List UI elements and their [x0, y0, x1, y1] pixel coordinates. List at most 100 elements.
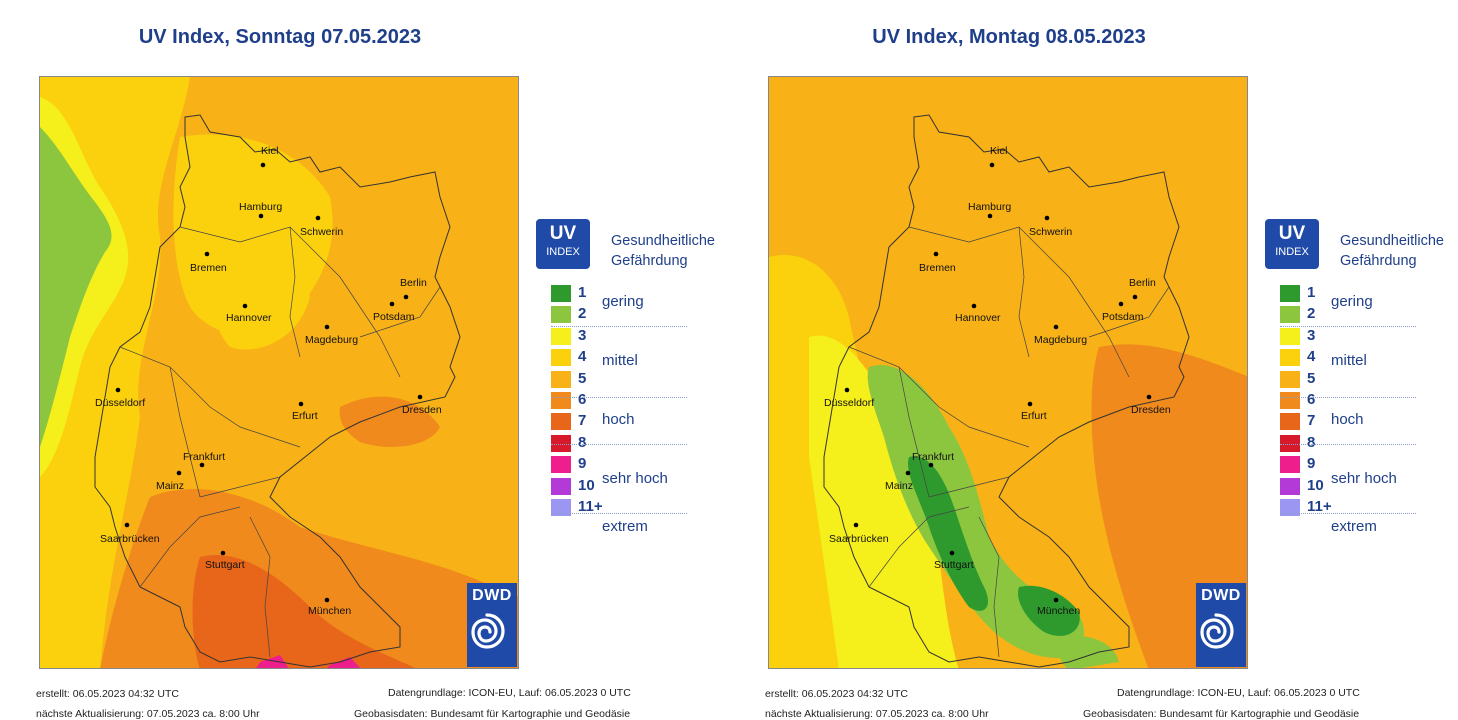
city-label-saarbruecken: Saarbrücken — [829, 533, 889, 545]
legend-swatch — [551, 349, 571, 367]
legend-level-4: 4 — [551, 347, 691, 368]
city-label-dresden: Dresden — [402, 404, 442, 416]
legend-level-1: 1 — [551, 283, 691, 304]
footer-created: erstellt: 06.05.2023 04:32 UTC — [36, 688, 180, 700]
city-label-saarbruecken: Saarbrücken — [100, 533, 160, 545]
legend-level-number: 10 — [1307, 476, 1324, 494]
legend-title-line2: Gefährdung — [1340, 253, 1417, 269]
city-label-schwerin: Schwerin — [300, 226, 343, 238]
city-label-magdeburg: Magdeburg — [305, 334, 358, 346]
legend-level-8: 8 — [551, 433, 691, 454]
city-label-frankfurt: Frankfurt — [912, 451, 954, 463]
legend-level-number: 9 — [1307, 455, 1316, 473]
legend-level-1: 1 — [1280, 283, 1420, 304]
legend-level-6: 6 — [1280, 390, 1420, 411]
legend-level-3: 3 — [1280, 326, 1420, 347]
legend-level-number: 8 — [1307, 433, 1316, 451]
city-label-dresden: Dresden — [1131, 404, 1171, 416]
footer-geo-basis: Geobasisdaten: Bundesamt für Kartographi… — [1083, 708, 1360, 720]
legend-level-3: 3 — [551, 326, 691, 347]
legend-swatch — [1280, 349, 1300, 367]
legend-title: Gesundheitliche Gefährdung — [611, 231, 741, 271]
legend-level-6: 6 — [551, 390, 691, 411]
legend-level-9: 9 — [1280, 454, 1420, 475]
footer-data-basis: Datengrundlage: ICON-EU, Lauf: 06.05.202… — [388, 687, 631, 699]
legend-swatch — [1280, 306, 1300, 324]
legend-level-number: 5 — [578, 369, 587, 387]
category-sehr-hoch: sehr hoch — [1331, 470, 1397, 487]
city-label-magdeburg: Magdeburg — [1034, 334, 1087, 346]
legend-swatch — [1280, 285, 1300, 302]
legend-separator — [1280, 444, 1416, 445]
dwd-logo-text: DWD — [472, 587, 512, 604]
legend-separator — [1280, 397, 1416, 398]
legend-swatch — [551, 477, 571, 495]
footer-geo-basis: Geobasisdaten: Bundesamt für Kartographi… — [354, 708, 631, 720]
legend-level-number: 10 — [578, 476, 595, 494]
legend-level-9: 9 — [551, 454, 691, 475]
category-extrem: extrem — [1331, 518, 1377, 535]
legend-swatch — [551, 306, 571, 324]
city-labels: Kiel Hamburg Schwerin Bremen Berlin Pots… — [824, 145, 1171, 617]
city-label-stuttgart: Stuttgart — [205, 559, 245, 571]
city-label-stuttgart: Stuttgart — [934, 559, 974, 571]
uv-badge-text: UV — [549, 223, 577, 244]
dwd-logo: DWD — [1196, 583, 1246, 667]
legend-swatch — [1280, 498, 1300, 516]
uv-panel-sunday: UV Index, Sonntag 07.05.2023 — [36, 26, 715, 720]
legend-swatch — [551, 327, 571, 345]
legend-level-10: 10 — [1280, 476, 1420, 497]
city-label-mainz: Mainz — [885, 480, 913, 492]
legend-level-number: 8 — [578, 433, 587, 451]
legend-level-number: 2 — [1307, 305, 1316, 323]
legend-swatch — [1280, 477, 1300, 495]
legend-swatch — [551, 434, 571, 452]
uv-map-canvas: Kiel Hamburg Schwerin Bremen Berlin Pots… — [40, 77, 518, 668]
uv-index-badge: UV INDEX — [536, 219, 590, 269]
legend-level-2: 2 — [551, 304, 691, 325]
legend-level-number: 9 — [578, 455, 587, 473]
city-label-kiel: Kiel — [261, 145, 279, 157]
map-title: UV Index, Montag 08.05.2023 — [872, 26, 1146, 48]
legend-swatch — [551, 413, 571, 431]
legend-level-number: 1 — [1307, 284, 1316, 301]
footer-created: erstellt: 06.05.2023 04:32 UTC — [765, 688, 909, 700]
uv-badge-subtext: INDEX — [1275, 246, 1309, 258]
footer-next-update: nächste Aktualisierung: 07.05.2023 ca. 8… — [765, 708, 989, 720]
legend-title-line1: Gesundheitliche — [1340, 233, 1444, 249]
dwd-logo: DWD — [467, 583, 517, 667]
uv-map: Kiel Hamburg Schwerin Bremen Berlin Pots… — [768, 76, 1248, 669]
legend-level-11: 11+ — [551, 497, 691, 518]
legend-swatch — [551, 391, 571, 409]
category-hoch: hoch — [602, 411, 635, 428]
uv-badge-text: UV — [1278, 223, 1306, 244]
category-sehr-hoch: sehr hoch — [602, 470, 668, 487]
uv-map-canvas: Kiel Hamburg Schwerin Bremen Berlin Pots… — [769, 77, 1247, 668]
category-gering: gering — [1331, 293, 1373, 310]
city-label-frankfurt: Frankfurt — [183, 451, 225, 463]
city-label-mainz: Mainz — [156, 480, 184, 492]
city-label-hamburg: Hamburg — [239, 201, 282, 213]
legend-title-line1: Gesundheitliche — [611, 233, 715, 249]
legend-rows: 1 2 3 4 5 6 7 8 9 10 11+ — [1280, 283, 1420, 518]
legend-title: Gesundheitliche Gefährdung — [1340, 231, 1458, 271]
legend-swatch — [1280, 413, 1300, 431]
uv-map: Kiel Hamburg Schwerin Bremen Berlin Pots… — [39, 76, 519, 669]
legend-level-10: 10 — [551, 476, 691, 497]
city-label-berlin: Berlin — [1129, 277, 1156, 289]
city-label-hannover: Hannover — [226, 312, 272, 324]
legend-level-number: 6 — [1307, 390, 1316, 408]
legend-separator — [1280, 326, 1416, 327]
city-label-erfurt: Erfurt — [292, 410, 318, 422]
city-label-potsdam: Potsdam — [1102, 311, 1144, 323]
legend-swatch — [551, 456, 571, 474]
legend-level-11: 11+ — [1280, 497, 1420, 518]
legend-level-8: 8 — [1280, 433, 1420, 454]
legend-level-7: 7 — [1280, 411, 1420, 432]
legend-level-number: 3 — [1307, 326, 1316, 344]
legend-level-number: 5 — [1307, 369, 1316, 387]
legend-separator — [551, 326, 687, 327]
legend-level-number: 7 — [1307, 412, 1316, 430]
category-mittel: mittel — [1331, 352, 1367, 369]
city-markers — [115, 162, 423, 603]
